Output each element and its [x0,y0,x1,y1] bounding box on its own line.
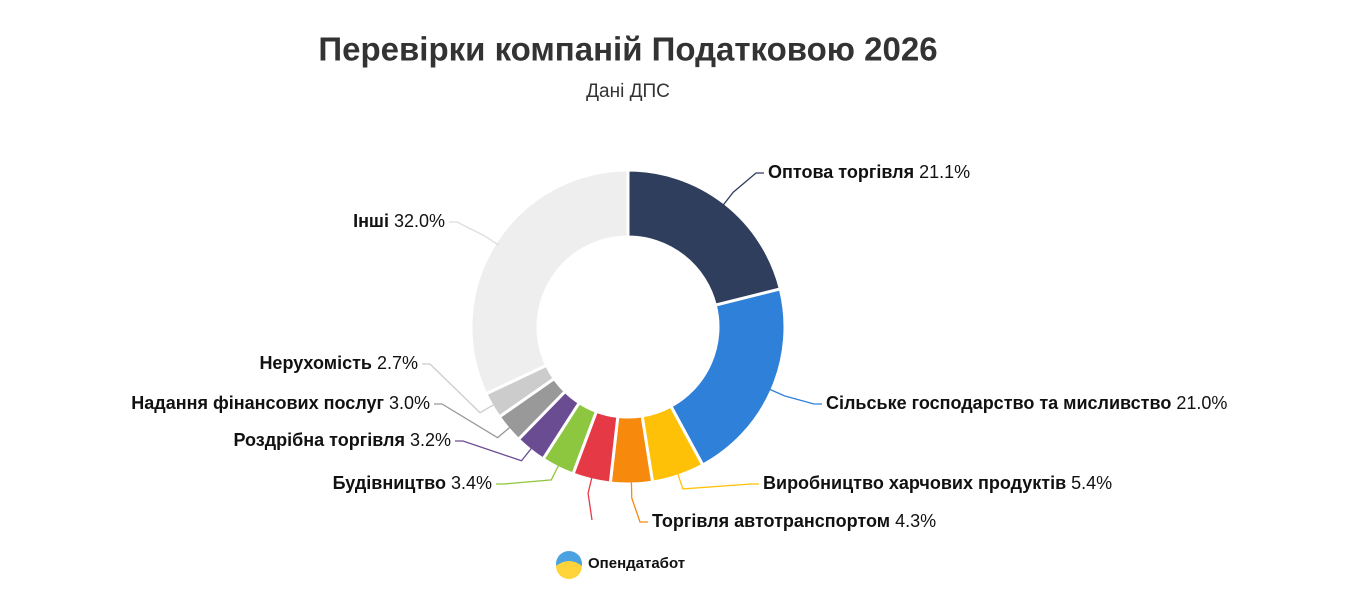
label-value: 2.7% [377,353,418,373]
label-category: Нерухомість [259,353,372,373]
leader-line [767,388,822,405]
label-category: Оптова торгівля [768,162,914,182]
data-label: Виробництво харчових продуктів 5.4% [763,473,1112,493]
leader-line [630,479,648,523]
leader-line [496,463,560,485]
leader-line [587,475,593,521]
data-label: Роздрібна торгівля 3.2% [233,430,451,450]
label-value: 3.0% [389,393,430,413]
label-value: 21.0% [1176,393,1227,413]
leader-line [676,471,759,490]
label-value: 32.0% [394,211,445,231]
label-category: Виробництво харчових продуктів [763,473,1066,493]
data-label: Інші 32.0% [353,211,445,231]
leader-line [455,440,534,462]
label-category: Роздрібна торгівля [233,430,405,450]
brand-name: Опендатабот [588,555,685,572]
label-value: 3.2% [410,430,451,450]
donut-slice [469,168,630,396]
data-label: Оптова торгівля 21.1% [768,162,970,182]
data-label: Надання фінансових послуг 3.0% [131,393,430,413]
label-value: 4.3% [895,511,936,531]
leader-line [422,363,496,414]
donut-slice [626,168,783,307]
data-label: Будівництво 3.4% [333,473,492,493]
label-value: 5.4% [1071,473,1112,493]
label-category: Інші [353,211,389,231]
data-label: Сільське господарство та мисливство 21.0% [826,393,1227,413]
data-label: Торгівля автотранспортом 4.3% [652,511,936,531]
chart-subtitle: Дані ДПС [586,81,670,102]
label-value: 3.4% [451,473,492,493]
brand-logo: Опендатабот [556,551,685,579]
chart-title: Перевірки компаній Податковою 2026 [318,31,937,68]
leader-line [434,403,512,439]
label-category: Сільське господарство та мисливство [826,393,1171,413]
label-value: 21.1% [919,162,970,182]
label-category: Будівництво [333,473,446,493]
leader-line [721,172,764,207]
label-category: Торгівля автотранспортом [652,511,890,531]
data-label: Нерухомість 2.7% [259,353,418,373]
leader-line [449,221,500,246]
label-category: Надання фінансових послуг [131,393,384,413]
